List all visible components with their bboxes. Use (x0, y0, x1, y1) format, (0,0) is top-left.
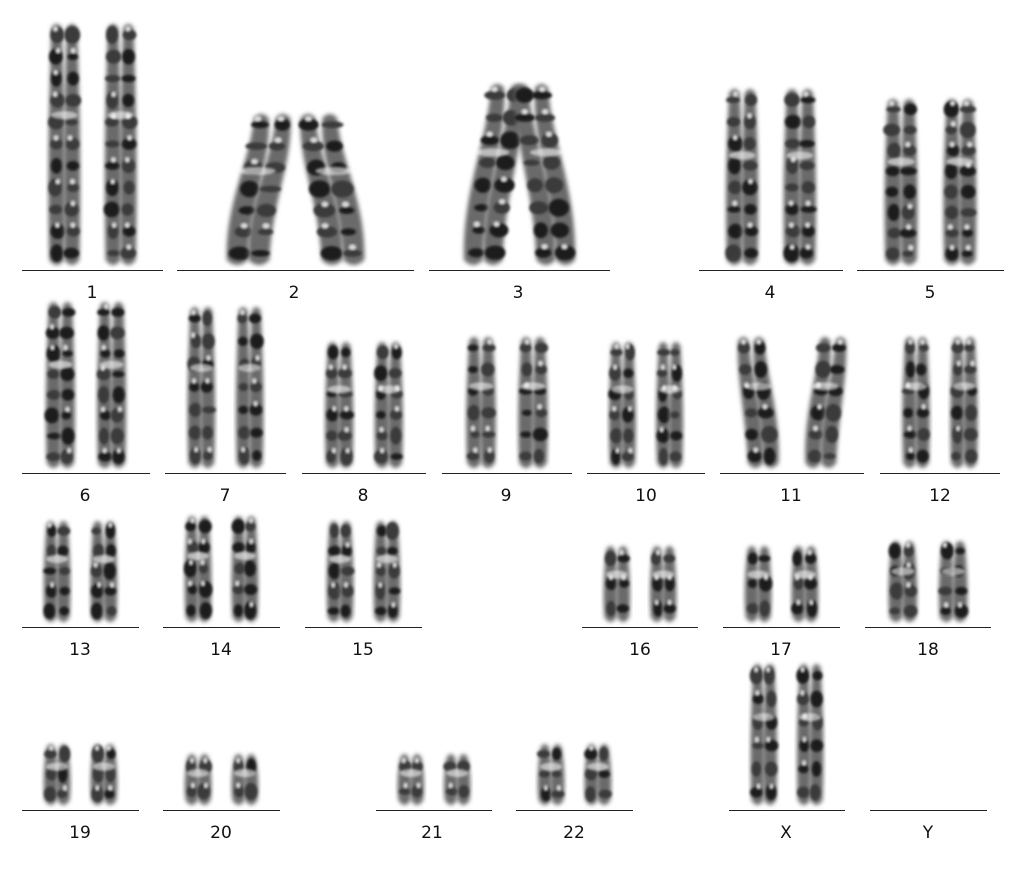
baseline (163, 810, 280, 811)
chromosome-label: 21 (421, 823, 443, 843)
chromosome-label: 11 (780, 486, 802, 506)
chromosome-label: 15 (352, 640, 374, 660)
chromosome-label: 8 (357, 486, 369, 506)
chromosome-label: 17 (770, 640, 792, 660)
baseline (857, 270, 1004, 271)
chromosome-label: 20 (210, 823, 232, 843)
baseline (516, 810, 633, 811)
chromosome-label: 7 (219, 486, 231, 506)
chromosome-label: 6 (79, 486, 91, 506)
baseline (22, 473, 150, 474)
chromosome-label: 13 (69, 640, 91, 660)
baseline (163, 627, 280, 628)
baseline (429, 270, 610, 271)
baseline (22, 627, 139, 628)
chromosome-label: 10 (635, 486, 657, 506)
chromosome-label: 3 (512, 283, 524, 303)
chromosome-label: 9 (500, 486, 512, 506)
baseline (582, 627, 698, 628)
baseline (442, 473, 572, 474)
baseline (22, 270, 163, 271)
chromosome-label: Y (922, 823, 934, 843)
baseline (305, 627, 422, 628)
baseline (177, 270, 414, 271)
baseline (880, 473, 1000, 474)
chromosome-label: X (780, 823, 792, 843)
chromosome-label: 16 (629, 640, 651, 660)
baseline (302, 473, 426, 474)
chromosome-label: 18 (917, 640, 939, 660)
baseline (165, 473, 286, 474)
chromosome-label: 1 (86, 283, 98, 303)
baseline (870, 810, 987, 811)
baseline (22, 810, 139, 811)
baseline (720, 473, 864, 474)
chromosome-label: 5 (924, 283, 936, 303)
baseline (729, 810, 845, 811)
chromosome-label: 2 (288, 283, 300, 303)
chromosome-label: 12 (929, 486, 951, 506)
baseline (699, 270, 843, 271)
baseline (723, 627, 840, 628)
chromosome-label: 22 (563, 823, 585, 843)
chromosome-label: 14 (210, 640, 232, 660)
baseline (376, 810, 492, 811)
chromosome-label: 19 (69, 823, 91, 843)
baseline (587, 473, 705, 474)
chromosome-label: 4 (764, 283, 776, 303)
baseline (865, 627, 991, 628)
